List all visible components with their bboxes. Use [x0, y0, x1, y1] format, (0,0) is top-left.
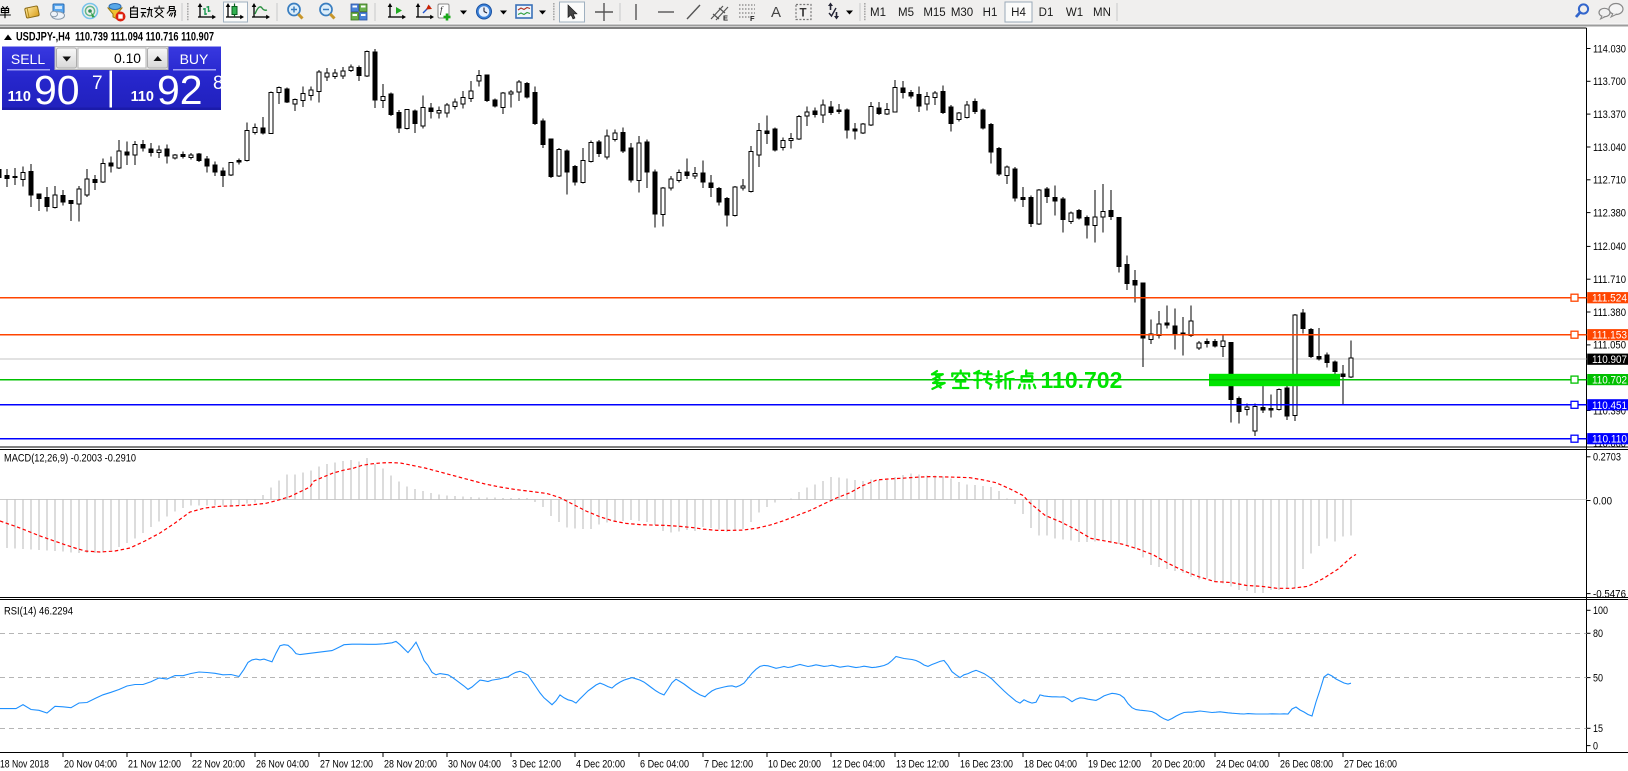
svg-text:28 Nov 20:00: 28 Nov 20:00 — [384, 759, 437, 771]
svg-text:26 Dec 08:00: 26 Dec 08:00 — [1280, 759, 1333, 771]
svg-text:15: 15 — [1593, 723, 1603, 735]
svg-text:7: 7 — [92, 73, 103, 94]
svg-text:19 Dec 12:00: 19 Dec 12:00 — [1088, 759, 1141, 771]
svg-text:H4: H4 — [1011, 7, 1026, 19]
svg-text:8: 8 — [213, 73, 224, 94]
svg-text:F: F — [750, 14, 755, 23]
svg-text:12 Dec 04:00: 12 Dec 04:00 — [832, 759, 885, 771]
svg-text:0.2703: 0.2703 — [1593, 452, 1621, 464]
svg-text:H1: H1 — [983, 7, 998, 19]
svg-text:112.710: 112.710 — [1593, 175, 1626, 187]
svg-text:RSI(14) 46.2294: RSI(14) 46.2294 — [4, 606, 73, 618]
svg-text:0.10: 0.10 — [114, 51, 141, 66]
svg-text:20 Nov 04:00: 20 Nov 04:00 — [64, 759, 117, 771]
svg-text:114.030: 114.030 — [1593, 43, 1626, 55]
svg-text:T: T — [800, 8, 807, 20]
svg-text:110.451: 110.451 — [1592, 400, 1627, 412]
svg-text:16 Dec 23:00: 16 Dec 23:00 — [960, 759, 1013, 771]
svg-text:113.370: 113.370 — [1593, 109, 1626, 121]
svg-text:110: 110 — [8, 89, 31, 105]
svg-text:A: A — [771, 4, 781, 21]
svg-text:111.380: 111.380 — [1593, 307, 1626, 319]
svg-text:M30: M30 — [951, 7, 973, 19]
svg-text:110.702: 110.702 — [1041, 367, 1123, 393]
svg-text:18 Dec 04:00: 18 Dec 04:00 — [1024, 759, 1077, 771]
svg-text:M5: M5 — [898, 7, 914, 19]
svg-text:110.702: 110.702 — [1592, 375, 1627, 387]
svg-text:BUY: BUY — [180, 51, 209, 67]
svg-text:f: f — [440, 5, 444, 15]
svg-text:0: 0 — [1593, 740, 1598, 752]
svg-text:18 Nov 2018: 18 Nov 2018 — [0, 759, 49, 771]
svg-text:50: 50 — [1593, 672, 1603, 684]
svg-text:26 Nov 04:00: 26 Nov 04:00 — [256, 759, 309, 771]
svg-text:M15: M15 — [923, 7, 945, 19]
svg-text:112.040: 112.040 — [1593, 241, 1626, 253]
svg-text:10 Dec 20:00: 10 Dec 20:00 — [768, 759, 821, 771]
svg-text:30 Nov 04:00: 30 Nov 04:00 — [448, 759, 501, 771]
svg-text:USDJPY-,H4 110.739 111.094 11: USDJPY-,H4 110.739 111.094 110.716 110.9… — [16, 32, 214, 44]
svg-text:20 Dec 20:00: 20 Dec 20:00 — [1152, 759, 1205, 771]
svg-text:MACD(12,26,9) -0.2003 -0.2910: MACD(12,26,9) -0.2003 -0.2910 — [4, 453, 136, 465]
svg-text:111.524: 111.524 — [1592, 293, 1627, 305]
svg-text:100: 100 — [1593, 605, 1608, 617]
svg-text:111.710: 111.710 — [1593, 274, 1626, 286]
svg-text:27 Nov 12:00: 27 Nov 12:00 — [320, 759, 373, 771]
svg-text:111.153: 111.153 — [1592, 330, 1627, 342]
svg-text:W1: W1 — [1066, 7, 1083, 19]
svg-text:24 Dec 04:00: 24 Dec 04:00 — [1216, 759, 1269, 771]
svg-text:110: 110 — [131, 89, 154, 105]
svg-text:90: 90 — [34, 67, 80, 113]
svg-text:21 Nov 12:00: 21 Nov 12:00 — [128, 759, 181, 771]
svg-text:4 Dec 20:00: 4 Dec 20:00 — [576, 759, 625, 771]
svg-text:SELL: SELL — [11, 51, 45, 67]
svg-text:D1: D1 — [1039, 7, 1054, 19]
svg-text:113.700: 113.700 — [1593, 76, 1626, 88]
svg-text:113.040: 113.040 — [1593, 142, 1626, 154]
svg-text:7 Dec 12:00: 7 Dec 12:00 — [704, 759, 753, 771]
svg-text:110.907: 110.907 — [1592, 354, 1627, 366]
svg-text:110.110: 110.110 — [1592, 434, 1627, 446]
svg-text:27 Dec 16:00: 27 Dec 16:00 — [1344, 759, 1397, 771]
svg-text:112.380: 112.380 — [1593, 207, 1626, 219]
svg-text:3 Dec 12:00: 3 Dec 12:00 — [512, 759, 561, 771]
svg-text:0.00: 0.00 — [1593, 495, 1612, 507]
svg-text:M1: M1 — [870, 7, 886, 19]
svg-text:92: 92 — [157, 67, 203, 113]
svg-text:E: E — [723, 14, 728, 23]
svg-text:80: 80 — [1593, 628, 1603, 640]
svg-text:MN: MN — [1093, 7, 1111, 19]
svg-text:13 Dec 12:00: 13 Dec 12:00 — [896, 759, 949, 771]
svg-text:-0.5476: -0.5476 — [1593, 588, 1626, 600]
svg-text:22 Nov 20:00: 22 Nov 20:00 — [192, 759, 245, 771]
svg-text:111.050: 111.050 — [1593, 340, 1626, 352]
svg-text:6 Dec 04:00: 6 Dec 04:00 — [640, 759, 689, 771]
